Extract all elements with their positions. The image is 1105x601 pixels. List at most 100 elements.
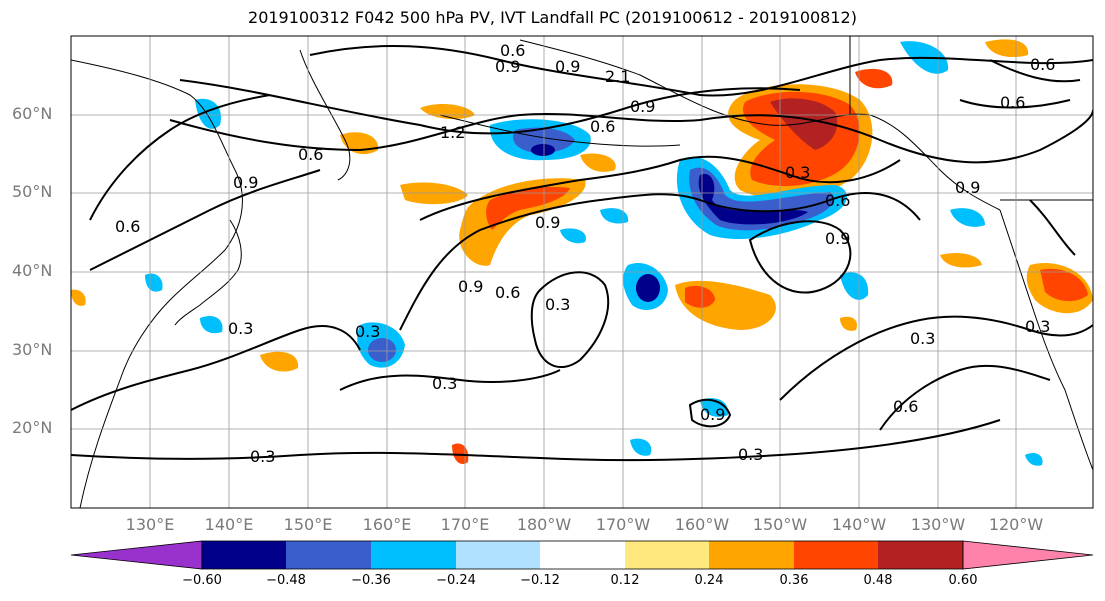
contour-ne2 — [959, 99, 1071, 109]
contour-0.6-east — [879, 364, 1051, 431]
colorbar-segment — [456, 541, 540, 569]
shading-positive-coast — [840, 316, 858, 331]
shading-positive-gulf-core — [770, 98, 838, 150]
colorbar-tick: −0.24 — [436, 573, 476, 588]
lon-label: 170°W — [595, 515, 651, 534]
contour-0.3-loop — [530, 271, 610, 369]
lat-label: 20°N — [12, 418, 53, 437]
contour-label: 0.9 — [700, 405, 725, 424]
pv-contours — [71, 44, 1093, 462]
contour-label: 0.3 — [910, 329, 935, 348]
contour-label: 0.6 — [825, 191, 850, 210]
contour-label: 0.3 — [228, 319, 253, 338]
colorbar-tick: 0.60 — [948, 573, 978, 588]
contour-label: 0.6 — [1000, 93, 1025, 112]
colorbar-extend-high — [962, 540, 1094, 570]
lon-label: 160°W — [674, 515, 730, 534]
shading-negative-bc — [950, 208, 985, 227]
colorbar-tick: −0.36 — [351, 573, 391, 588]
colorbar-segment — [371, 541, 456, 569]
shading-negative-40n-core — [636, 274, 660, 302]
plot-frame — [70, 35, 1094, 509]
contour-label: 0.9 — [955, 178, 980, 197]
contour-label: 0.6 — [115, 217, 140, 236]
coastline-kamchatka — [299, 49, 351, 181]
lat-label: 40°N — [12, 261, 53, 280]
shading-positive-mid-core — [486, 186, 570, 230]
colorbar-tick: −0.60 — [182, 573, 222, 588]
contour-label: 0.6 — [590, 117, 615, 136]
lon-label: 150°W — [752, 515, 808, 534]
coastline-japan — [174, 219, 242, 326]
lon-label: 140°E — [204, 515, 254, 534]
contour-label: 1.2 — [440, 123, 465, 142]
contour-ne — [989, 59, 1081, 83]
shading-negative-dateline-min — [531, 144, 555, 156]
coastline-asia — [71, 59, 243, 508]
colorbar-segment — [540, 541, 625, 569]
colorbar-segment — [709, 541, 794, 569]
contour-label: 0.9 — [555, 57, 580, 76]
shading-positive-40n-core — [685, 285, 715, 308]
shading-negative-japan — [200, 315, 223, 334]
lat-label: 50°N — [12, 182, 53, 201]
shading-negative-tropic — [1025, 453, 1043, 466]
shading-positive-20n — [452, 443, 469, 465]
contour-0.6-jet — [169, 109, 1093, 164]
contour-label: 0.6 — [893, 397, 918, 416]
contour-label: 0.9 — [630, 97, 655, 116]
contour-label: 0.3 — [355, 322, 380, 341]
shading-positive-bc — [940, 253, 982, 268]
colorbar-extend-low — [70, 540, 203, 570]
lon-label: 140°W — [831, 515, 887, 534]
colorbar-outline — [201, 540, 964, 570]
contour-0.6-mid — [399, 192, 921, 331]
lon-label: 130°E — [125, 515, 175, 534]
contour-label: 0.3 — [250, 447, 275, 466]
contour-0.3-east — [779, 315, 1093, 401]
contour-label: 0.3 — [785, 163, 810, 182]
contour-label: 0.9 — [535, 213, 560, 232]
colorbar-segment — [794, 541, 878, 569]
shading-positive-ne — [985, 39, 1029, 58]
colorbar-tick: 0.24 — [694, 573, 724, 588]
colorbar-tick: −0.12 — [520, 573, 560, 588]
shading-negative-arc-core — [698, 174, 808, 225]
shading-negative-china — [145, 273, 163, 292]
contour-0.3-west — [71, 325, 361, 411]
contour-label: 0.9 — [825, 229, 850, 248]
contour-label: 0.9 — [495, 57, 520, 76]
contour-0.9-east — [748, 220, 852, 294]
chart-title: 2019100312 F042 500 hPa PV, IVT Landfall… — [248, 8, 857, 27]
shading-negative-mid3 — [560, 228, 586, 244]
contour-labels: 0.6 0.9 2.1 0.9 1.2 0.6 0.9 0.6 0.9 0.3 … — [115, 41, 1055, 466]
colorbar-tick: 0.12 — [610, 573, 640, 588]
contour-label: 0.9 — [458, 277, 483, 296]
shading-negative-mid2 — [600, 208, 629, 224]
colorbar-segment — [878, 541, 963, 569]
lon-label: 150°E — [283, 515, 333, 534]
shading-positive-ak — [855, 68, 893, 89]
contour-label: 0.3 — [432, 374, 457, 393]
contour-label: 0.6 — [298, 145, 323, 164]
grid-lines — [71, 36, 1093, 508]
lat-label: 30°N — [12, 340, 53, 359]
shading-positive-china — [71, 289, 86, 306]
contour-label: 0.3 — [545, 295, 570, 314]
colorbar-segment — [202, 541, 286, 569]
contour-0.3-small — [688, 398, 732, 428]
colorbar-segment — [286, 541, 371, 569]
contour-0.9-mid — [419, 155, 901, 221]
contour-label: 0.3 — [738, 445, 763, 464]
lon-label: 180°W — [516, 515, 572, 534]
shading-negative-coast — [840, 272, 869, 300]
contour-label: 0.9 — [233, 173, 258, 192]
contour-label: 0.6 — [500, 41, 525, 60]
colorbar-tick: −0.48 — [266, 573, 306, 588]
colorbar — [70, 540, 1094, 570]
contour-0.3-south — [71, 419, 1001, 462]
coastline-alaska — [519, 39, 1001, 211]
colorbar-tick: 0.36 — [779, 573, 809, 588]
shading-negative-160e-core — [368, 338, 396, 362]
contour-1.2-jet — [179, 79, 801, 135]
